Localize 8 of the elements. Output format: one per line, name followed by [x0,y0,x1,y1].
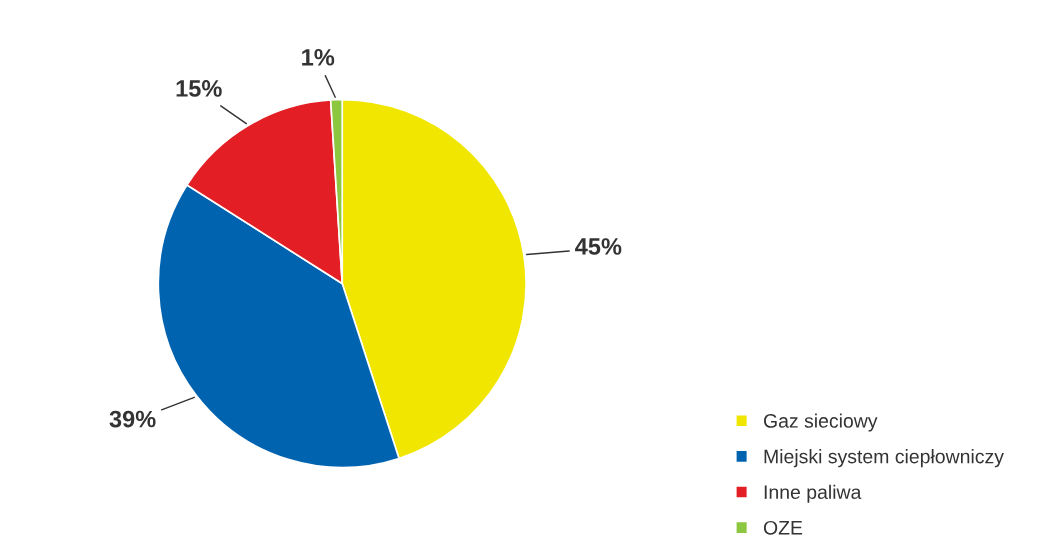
legend-label: OZE [763,520,803,535]
legend-label: Inne paliwa [764,484,862,503]
data-label: 1% [302,48,335,66]
legend-label: Gaz sieciowy [763,413,878,432]
data-label: 15% [176,80,222,97]
data-label: 45% [575,238,622,255]
data-label: 39% [109,410,156,428]
legend-label: Miejski system ciepłowniczy [764,449,1004,468]
